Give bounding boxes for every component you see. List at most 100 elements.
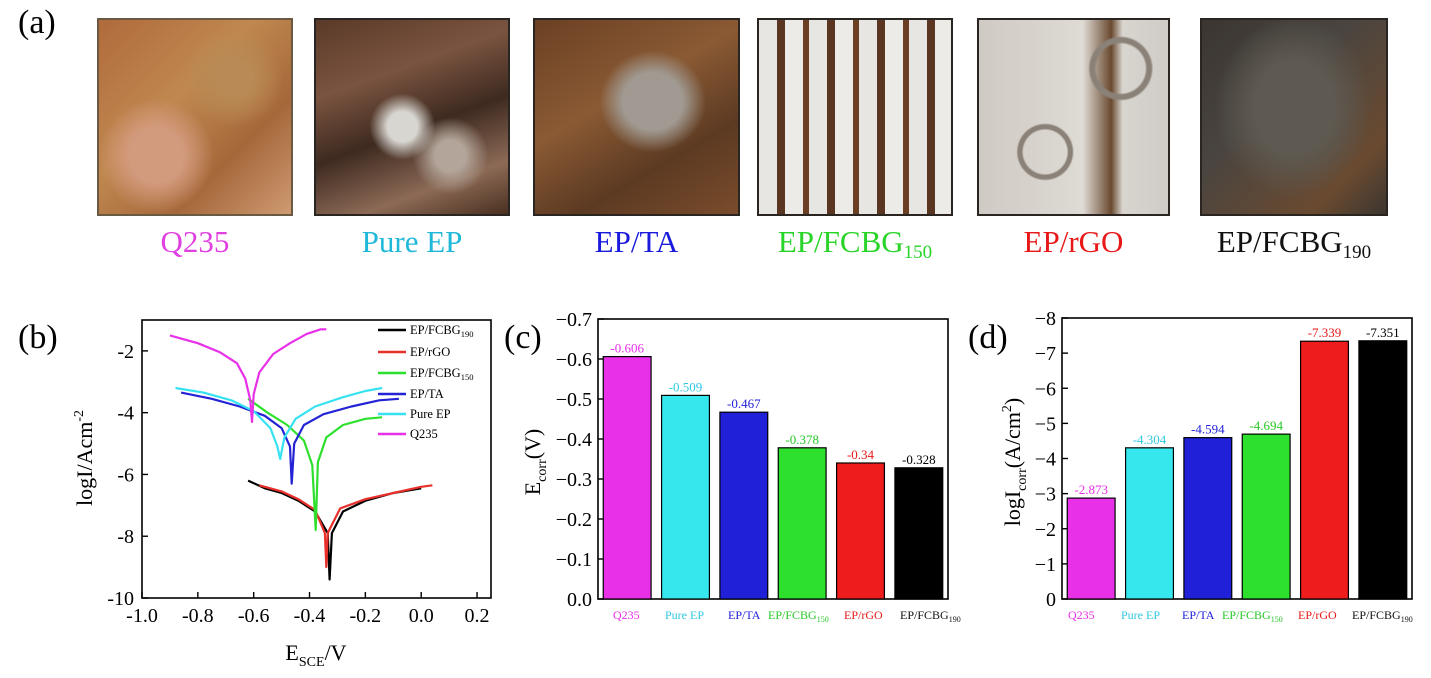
d-value-label-ep-fcbg190: -7.351 xyxy=(1366,325,1400,340)
d-value-label-ep-ta: -4.594 xyxy=(1191,422,1225,437)
panel-b-frame xyxy=(141,319,492,599)
c-ytick-label: −0.2 xyxy=(556,509,592,531)
c-xtick-q235: Q235 xyxy=(613,608,640,622)
d-value-label-ep-rgo: -7.339 xyxy=(1308,325,1342,340)
panel-b-ylabel: logI/Acm-2 xyxy=(72,410,97,506)
c-ytick-label: −0.7 xyxy=(556,309,592,331)
legend-label-q235: Q235 xyxy=(410,427,438,441)
c-ytick-label: −0.1 xyxy=(556,549,592,571)
d-bar-ep-ta xyxy=(1183,437,1233,600)
b-ytick-label: -10 xyxy=(107,588,134,610)
panel-b-xlabel: ESCE/V xyxy=(285,640,346,670)
d-ytick-label: 0 xyxy=(1046,589,1056,611)
panel-b: (b) -1.0 -0.8 -0.6 -0.4 -0.2 0.0 0.2 -2 -4 -6 -8 -1… xyxy=(18,319,492,670)
c-value-label-ep-fcbg150: -0.378 xyxy=(785,432,819,447)
d-xtick-ep-rgo: EP/rGO xyxy=(1298,608,1337,622)
sample-photo-ep-rgo xyxy=(977,18,1170,216)
panel-d-ylabel: logIcorr(A/cm2) xyxy=(1000,398,1030,527)
d-value-label-ep-fcbg150: -4.694 xyxy=(1249,418,1283,433)
c-xtick-ep-ta: EP/TA xyxy=(728,608,761,622)
d-ytick-label: −8 xyxy=(1035,308,1056,330)
d-bar-ep-rgo xyxy=(1299,340,1350,600)
panel-c-letter: (c) xyxy=(504,319,542,356)
b-ytick-label: -8 xyxy=(117,526,134,548)
panel-c-ylabel: Ecorr(V) xyxy=(520,429,550,496)
c-xtick-ep-rgo: EP/rGO xyxy=(844,608,883,622)
c-ytick-label: 0.0 xyxy=(567,589,592,611)
d-value-label-q235: -2.873 xyxy=(1074,482,1108,497)
d-bar-ep-fcbg150 xyxy=(1241,433,1291,600)
c-xtick-ep-fcbg190: EP/FCBG190 xyxy=(900,608,961,624)
d-ytick-label: −3 xyxy=(1035,484,1056,506)
d-xtick-ep-fcbg190: EP/FCBG190 xyxy=(1352,608,1413,624)
b-ytick-label: -2 xyxy=(117,341,134,363)
c-value-label-ep-rgo: -0.34 xyxy=(847,447,875,462)
panel-b-letter: (b) xyxy=(18,319,58,356)
c-bar-ep-fcbg150 xyxy=(777,447,827,600)
c-ytick-label: −0.5 xyxy=(556,389,592,411)
panel-a-letter: (a) xyxy=(18,4,56,41)
b-ytick-label: -6 xyxy=(117,464,134,486)
curve-ep-fcbg150 xyxy=(247,397,383,532)
b-xtick-label: 0.0 xyxy=(409,605,434,627)
legend-label-ep-fcbg150: EP/FCBG150 xyxy=(410,366,473,382)
d-xtick-ep-fcbg150: EP/FCBG150 xyxy=(1222,608,1283,624)
b-xtick-label: -0.8 xyxy=(182,605,214,627)
c-ytick-label: −0.6 xyxy=(556,349,592,371)
d-ytick-label: −6 xyxy=(1035,378,1056,400)
legend-label-pure-ep: Pure EP xyxy=(410,407,451,421)
curve-q235 xyxy=(169,328,327,423)
b-ytick-label: -4 xyxy=(117,403,134,425)
panel-d: (d) 0 −1 −2 −3 −4 −5 −6 −7 −8 -2.873 -4.304 -4.594… xyxy=(968,308,1413,624)
sample-photo-pure-ep xyxy=(314,18,510,216)
b-xtick-label: -1.0 xyxy=(126,605,158,627)
curve-ep-fcbg190 xyxy=(247,479,422,581)
b-xtick-label: -0.4 xyxy=(294,605,326,627)
curve-pure-ep xyxy=(175,386,383,461)
sample-label-q235: Q235 xyxy=(160,224,230,259)
d-xtick-ep-ta: EP/TA xyxy=(1182,608,1215,622)
c-bar-q235 xyxy=(602,356,652,600)
c-value-label-pure-ep: -0.509 xyxy=(669,379,703,394)
sample-label-pure-ep: Pure EP xyxy=(361,224,463,259)
legend-label-ep-fcbg190: EP/FCBG190 xyxy=(410,323,473,339)
c-bar-pure-ep xyxy=(660,394,711,600)
panel-d-letter: (d) xyxy=(968,319,1008,356)
c-value-label-ep-fcbg190: -0.328 xyxy=(902,452,936,467)
sample-photo-ep-fcbg190 xyxy=(1200,18,1388,216)
c-ytick-label: −0.3 xyxy=(556,469,592,491)
sample-label-ep-fcbg150: EP/FCBG150 xyxy=(777,224,933,263)
c-ytick-label: −0.4 xyxy=(556,429,592,451)
b-xtick-label: -0.2 xyxy=(350,605,382,627)
c-bar-ep-ta xyxy=(719,411,769,600)
curve-ep-rgo xyxy=(259,484,433,569)
sample-photo-q235 xyxy=(97,18,293,216)
c-bar-ep-fcbg190 xyxy=(894,467,944,600)
d-xtick-q235: Q235 xyxy=(1068,608,1095,622)
panel-b-legend: EP/FCBG190 EP/rGO EP/FCBG150 EP/TA Pure … xyxy=(378,323,473,441)
c-xtick-ep-fcbg150: EP/FCBG150 xyxy=(768,608,829,624)
d-ytick-label: −2 xyxy=(1035,519,1056,541)
c-bar-ep-rgo xyxy=(835,462,886,600)
b-xtick-label: 0.2 xyxy=(465,605,490,627)
legend-label-ep-ta: EP/TA xyxy=(410,387,444,401)
sample-label-ep-ta: EP/TA xyxy=(594,224,679,259)
d-ytick-label: −7 xyxy=(1035,343,1056,365)
d-ytick-label: −1 xyxy=(1035,554,1056,576)
d-xtick-pure-ep: Pure EP xyxy=(1121,608,1160,622)
sample-photo-ep-fcbg150 xyxy=(757,18,953,216)
d-bar-q235 xyxy=(1066,497,1116,600)
d-value-label-pure-ep: -4.304 xyxy=(1133,432,1167,447)
c-xtick-pure-ep: Pure EP xyxy=(665,608,704,622)
d-ytick-label: −5 xyxy=(1035,413,1056,435)
legend-label-ep-rgo: EP/rGO xyxy=(410,345,450,359)
sample-label-ep-fcbg190: EP/FCBG190 xyxy=(1216,224,1372,263)
sample-label-ep-rgo: EP/rGO xyxy=(1023,224,1124,259)
d-ytick-label: −4 xyxy=(1035,449,1056,471)
panel-c-frame xyxy=(597,318,949,600)
c-value-label-ep-ta: -0.467 xyxy=(727,396,761,411)
panel-c: (c) 0.0 −0.1 −0.2 −0.3 −0.4 −0.5 −0.6 −0.7 -0.6… xyxy=(504,309,961,624)
curve-ep-ta xyxy=(180,391,399,485)
d-bar-pure-ep xyxy=(1124,447,1175,600)
